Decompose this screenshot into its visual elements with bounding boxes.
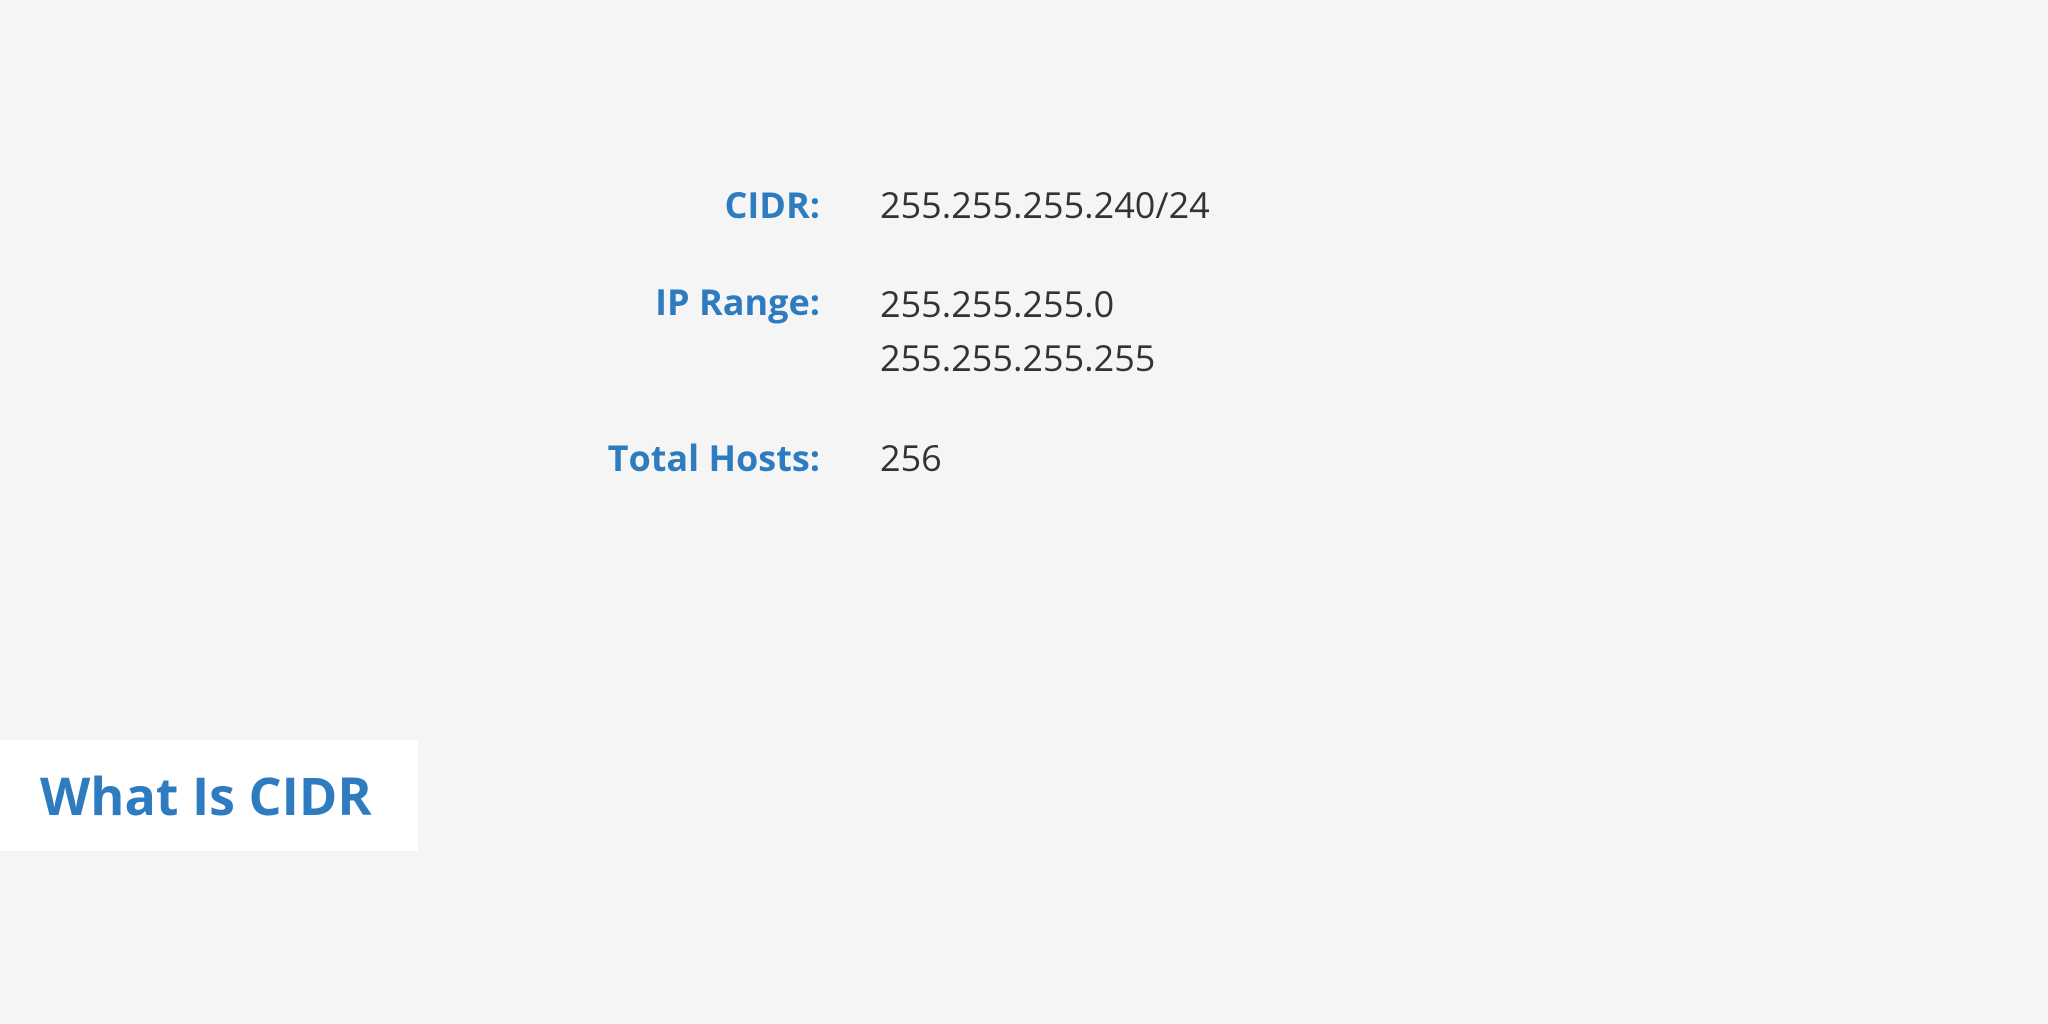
ip-range-start: 255.255.255.0 xyxy=(880,277,1155,331)
total-hosts-label: Total Hosts: xyxy=(490,433,880,482)
heading-section: What Is CIDR xyxy=(0,740,418,851)
page-heading: What Is CIDR xyxy=(40,760,372,831)
ip-range-value: 255.255.255.0 255.255.255.255 xyxy=(880,277,1155,385)
ip-range-end: 255.255.255.255 xyxy=(880,331,1155,385)
cidr-value: 255.255.255.240/24 xyxy=(880,180,1210,229)
total-hosts-value: 256 xyxy=(880,433,942,482)
total-hosts-row: Total Hosts: 256 xyxy=(490,433,2048,482)
cidr-info-section: CIDR: 255.255.255.240/24 IP Range: 255.2… xyxy=(0,0,2048,482)
cidr-row: CIDR: 255.255.255.240/24 xyxy=(490,180,2048,229)
ip-range-label: IP Range: xyxy=(490,277,880,385)
cidr-label: CIDR: xyxy=(490,180,880,229)
ip-range-row: IP Range: 255.255.255.0 255.255.255.255 xyxy=(490,277,2048,385)
